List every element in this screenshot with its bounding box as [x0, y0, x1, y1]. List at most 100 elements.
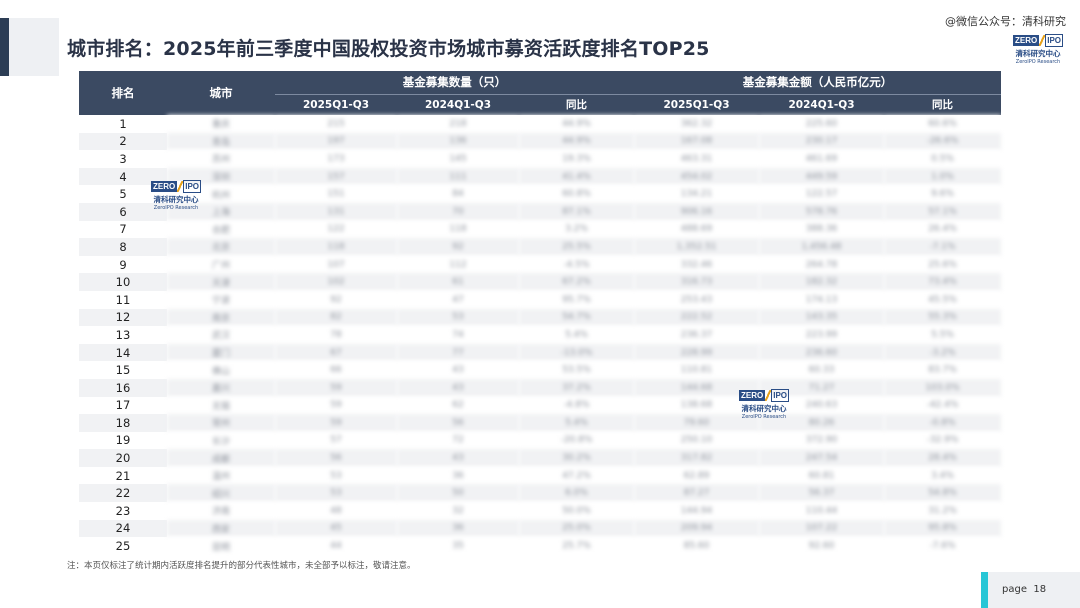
cell-count-2025: 59: [275, 396, 397, 415]
table-row: 1 重庆 215 218 44.9% 362.32 225.60 60.6%: [79, 115, 1002, 133]
cell-amount-2024: 174.13: [759, 290, 884, 309]
cell-count-2025: 59: [275, 414, 397, 432]
cell-count-2024: 70: [397, 202, 519, 221]
cell-count-2024: 77: [397, 343, 519, 362]
cell-city: 合肥: [167, 220, 275, 239]
cell-amount-yoy: 54.8%: [884, 484, 1002, 503]
cell-amount-2025: 332.46: [634, 255, 759, 274]
cell-amount-2025: 87.27: [634, 484, 759, 503]
cell-amount-2025: 167.08: [634, 132, 759, 151]
header-count-2024: 2024Q1-Q3: [397, 94, 519, 115]
cell-city: 重庆: [167, 115, 275, 133]
cell-city: 天津: [167, 273, 275, 291]
logo-english-name: ZeroIPO Research: [1015, 59, 1061, 65]
cell-rank: 16: [79, 378, 167, 397]
left-accent-bar: [0, 18, 9, 76]
zeroipo-logo-overlay: ZERO IPO 清科研究中心 ZeroIPO Research: [150, 180, 202, 211]
cell-rank: 24: [79, 519, 167, 538]
cell-amount-2024: 225.60: [759, 115, 884, 133]
cell-amount-yoy: 31.2%: [884, 502, 1002, 520]
cell-amount-2025: 85.60: [634, 537, 759, 555]
logo-zero-text: ZERO: [738, 390, 766, 401]
cell-amount-yoy: 83.7%: [884, 361, 1002, 379]
cell-city: 南京: [167, 308, 275, 327]
cell-rank: 2: [79, 132, 167, 151]
cell-city: 济南: [167, 502, 275, 520]
cell-amount-yoy: -32.9%: [884, 431, 1002, 450]
cell-count-yoy: 41.4%: [519, 167, 634, 186]
cell-count-2024: 43: [397, 361, 519, 379]
cell-city: 无锡: [167, 396, 275, 415]
logo-english-name: ZeroIPO Research: [153, 205, 199, 211]
cell-count-2025: 131: [275, 202, 397, 221]
cell-amount-2025: 62.89: [634, 466, 759, 485]
cell-count-2025: 66: [275, 361, 397, 379]
cell-city: 宁波: [167, 290, 275, 309]
cell-count-2024: 43: [397, 378, 519, 397]
cell-city: 上海: [167, 202, 275, 221]
cell-count-2024: 61: [397, 273, 519, 291]
table-row: 25 昆明 44 35 25.7% 85.60 92.60 -7.6%: [79, 537, 1002, 555]
cell-amount-2024: 143.35: [759, 308, 884, 327]
cell-count-2024: 56: [397, 414, 519, 432]
cell-count-2025: 197: [275, 132, 397, 151]
cell-count-yoy: 95.7%: [519, 290, 634, 309]
cell-amount-2025: 138.68: [634, 396, 759, 415]
zeroipo-logo: ZERO IPO 清科研究中心 ZeroIPO Research: [1012, 34, 1064, 65]
logo-english-name: ZeroIPO Research: [741, 414, 787, 420]
cell-city: 常州: [167, 414, 275, 432]
cell-city: 广州: [167, 255, 275, 274]
left-accent-panel: [9, 18, 59, 76]
cell-city: 苏州: [167, 150, 275, 168]
cell-amount-yoy: 1.0%: [884, 167, 1002, 186]
cell-count-2024: 36: [397, 519, 519, 538]
cell-count-2025: 44: [275, 537, 397, 555]
cell-count-yoy: 5.4%: [519, 326, 634, 344]
cell-count-yoy: 25.7%: [519, 537, 634, 555]
cell-count-2024: 145: [397, 150, 519, 168]
cell-amount-2025: 317.82: [634, 449, 759, 467]
cell-count-yoy: 25.5%: [519, 238, 634, 256]
cell-count-2024: 112: [397, 255, 519, 274]
cell-count-yoy: 5.4%: [519, 414, 634, 432]
cell-amount-yoy: 103.0%: [884, 378, 1002, 397]
header-amount-yoy: 同比: [884, 94, 1002, 115]
logo-ipo-text: IPO: [1045, 34, 1063, 47]
cell-count-2025: 157: [275, 167, 397, 186]
cell-count-yoy: 67.2%: [519, 273, 634, 291]
cell-count-2025: 92: [275, 290, 397, 309]
cell-count-2024: 218: [397, 115, 519, 133]
cell-amount-yoy: -7.1%: [884, 238, 1002, 256]
cell-amount-yoy: 55.3%: [884, 308, 1002, 327]
cell-amount-2024: 240.63: [759, 396, 884, 415]
cell-city: 嘉兴: [167, 378, 275, 397]
table-row: 18 常州 59 56 5.4% 79.60 80.26 -0.8%: [79, 414, 1002, 432]
cell-rank: 7: [79, 220, 167, 239]
cell-count-2024: 50: [397, 484, 519, 503]
cell-rank: 19: [79, 431, 167, 450]
cell-amount-yoy: 5.5%: [884, 326, 1002, 344]
cell-amount-2024: 1,456.48: [759, 238, 884, 256]
cell-amount-2025: 362.32: [634, 115, 759, 133]
header-amount-2024: 2024Q1-Q3: [759, 94, 884, 115]
cell-count-yoy: -4.5%: [519, 255, 634, 274]
cell-rank: 3: [79, 150, 167, 168]
cell-count-2024: 72: [397, 431, 519, 450]
cell-count-2025: 57: [275, 431, 397, 450]
cell-count-yoy: 53.5%: [519, 361, 634, 379]
table-row: 22 绍兴 53 50 6.0% 87.27 56.37 54.8%: [79, 484, 1002, 503]
cell-count-2024: 35: [397, 537, 519, 555]
table-row: 2 青岛 197 136 44.9% 167.08 230.17 -26.6%: [79, 132, 1002, 151]
logo-chinese-name: 清科研究中心: [741, 404, 787, 413]
cell-amount-2024: 578.76: [759, 202, 884, 221]
cell-count-2025: 56: [275, 449, 397, 467]
cell-count-2025: 102: [275, 273, 397, 291]
cell-city: 温州: [167, 466, 275, 485]
cell-count-2025: 122: [275, 220, 397, 239]
watermark-text: @微信公众号：清科研究: [945, 15, 1066, 28]
cell-amount-2024: 461.69: [759, 150, 884, 168]
table-row: 5 杭州 151 84 60.8% 134.21 122.57 9.6%: [79, 185, 1002, 203]
cell-count-2025: 53: [275, 466, 397, 485]
cell-amount-2025: 236.37: [634, 326, 759, 344]
header-count-yoy: 同比: [519, 94, 634, 115]
